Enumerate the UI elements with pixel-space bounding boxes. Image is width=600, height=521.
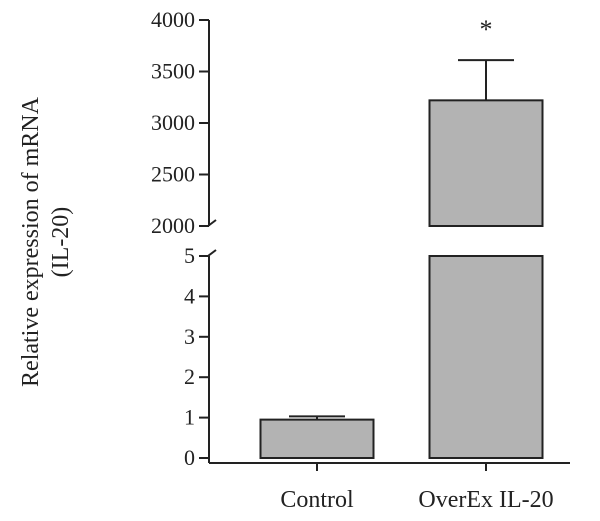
x-category-label: OverEx IL-20	[418, 487, 553, 513]
bar	[259, 418, 375, 459]
y-tick-label: 0	[184, 445, 195, 470]
labels: 2000 2500 3000 3500 4000 0 1 2 3 4 5 Control OverEx …	[18, 7, 554, 513]
axes	[199, 19, 570, 471]
y-tick-label: 1	[184, 405, 195, 430]
bar	[428, 255, 544, 459]
y-tick-label: 5	[184, 243, 195, 268]
bar-upper-segment	[428, 99, 544, 227]
bars	[259, 59, 544, 459]
y-axis-break-mark	[207, 219, 217, 227]
y-tick-label: 3500	[151, 59, 195, 84]
x-category-label: Control	[280, 487, 354, 513]
y-tick-label: 3000	[151, 110, 195, 135]
y-axis-break-mark	[207, 249, 217, 257]
y-tick-label: 3	[184, 324, 195, 349]
y-axis-title: (IL-20)	[48, 207, 74, 278]
y-tick-label: 2000	[151, 213, 195, 238]
y-tick-label: 4	[184, 283, 195, 308]
y-tick-label: 2	[184, 364, 195, 389]
y-tick-label: 4000	[151, 7, 195, 32]
significance-asterisk: *	[480, 15, 493, 44]
y-tick-label: 2500	[151, 162, 195, 187]
y-axis-title: Relative expression of mRNA	[18, 96, 44, 387]
